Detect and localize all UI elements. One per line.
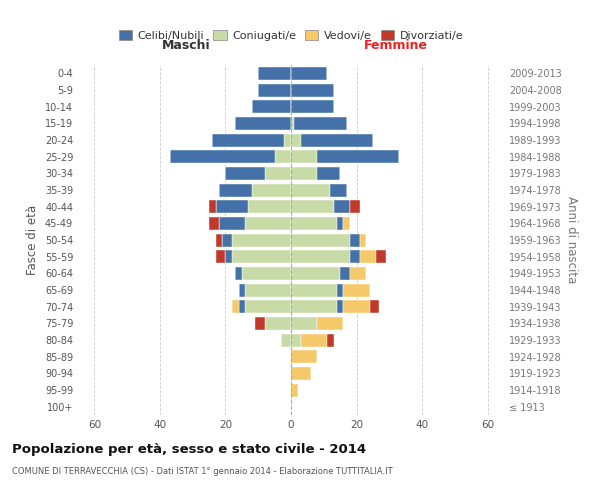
Bar [337,284,343,296]
Bar [212,134,284,146]
Bar [170,150,275,163]
Bar [301,134,373,146]
Bar [301,334,327,346]
Bar [317,167,340,180]
Bar [215,200,248,213]
Bar [291,184,331,196]
Bar [343,284,370,296]
Bar [291,317,317,330]
Bar [334,200,350,213]
Text: Maschi: Maschi [162,38,211,52]
Bar [265,317,291,330]
Bar [281,334,291,346]
Y-axis label: Fasce di età: Fasce di età [26,205,39,275]
Bar [258,84,291,96]
Bar [331,184,347,196]
Bar [291,150,317,163]
Bar [291,200,334,213]
Bar [350,267,367,280]
Bar [343,217,350,230]
Bar [232,250,291,263]
Bar [360,234,367,246]
Bar [291,284,337,296]
Bar [245,300,291,313]
Bar [215,250,226,263]
Bar [291,350,317,363]
Bar [232,234,291,246]
Bar [340,267,350,280]
Bar [242,267,291,280]
Bar [265,167,291,180]
Bar [317,150,399,163]
Bar [232,300,239,313]
Legend: Celibi/Nubili, Coniugati/e, Vedovi/e, Divorziati/e: Celibi/Nubili, Coniugati/e, Vedovi/e, Di… [115,26,467,46]
Bar [219,217,245,230]
Bar [291,267,340,280]
Bar [376,250,386,263]
Bar [350,200,360,213]
Bar [350,250,360,263]
Bar [215,234,222,246]
Text: Femmine: Femmine [364,38,428,52]
Bar [245,217,291,230]
Bar [343,300,370,313]
Bar [370,300,379,313]
Bar [350,234,360,246]
Bar [291,367,311,380]
Bar [337,300,343,313]
Bar [226,250,232,263]
Bar [291,300,337,313]
Bar [255,317,265,330]
Bar [291,84,334,96]
Bar [337,217,343,230]
Bar [245,284,291,296]
Bar [291,217,337,230]
Bar [291,167,317,180]
Bar [222,234,232,246]
Bar [219,184,251,196]
Bar [291,100,334,113]
Bar [209,217,219,230]
Bar [275,150,291,163]
Bar [226,167,265,180]
Text: Popolazione per età, sesso e stato civile - 2014: Popolazione per età, sesso e stato civil… [12,442,366,456]
Bar [209,200,215,213]
Y-axis label: Anni di nascita: Anni di nascita [565,196,578,284]
Bar [291,117,294,130]
Bar [291,234,350,246]
Bar [291,250,350,263]
Bar [235,267,242,280]
Bar [360,250,376,263]
Bar [291,67,327,80]
Bar [235,117,291,130]
Bar [251,184,291,196]
Bar [291,334,301,346]
Bar [317,317,343,330]
Text: COMUNE DI TERRAVECCHIA (CS) - Dati ISTAT 1° gennaio 2014 - Elaborazione TUTTITAL: COMUNE DI TERRAVECCHIA (CS) - Dati ISTAT… [12,468,392,476]
Bar [291,384,298,396]
Bar [251,100,291,113]
Bar [239,300,245,313]
Bar [291,134,301,146]
Bar [248,200,291,213]
Bar [327,334,334,346]
Bar [239,284,245,296]
Bar [258,67,291,80]
Bar [294,117,347,130]
Bar [284,134,291,146]
